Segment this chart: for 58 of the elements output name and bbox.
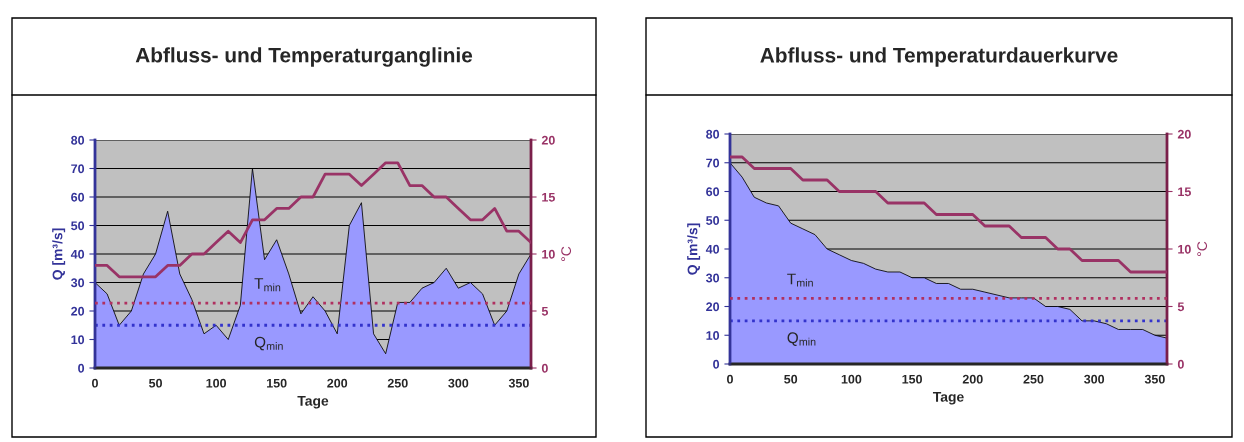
x-tick-label: 250 bbox=[387, 378, 408, 388]
y-tick-label: 0 bbox=[713, 359, 720, 369]
y2-tick-label: 15 bbox=[542, 192, 555, 202]
y2-tick-label: 0 bbox=[1177, 359, 1184, 369]
x-tick-label: 100 bbox=[206, 378, 227, 388]
y2-tick-label: 0 bbox=[541, 363, 548, 373]
x-tick-label: 350 bbox=[1144, 374, 1165, 384]
y-tick-label: 40 bbox=[705, 244, 720, 254]
x-tick-label: 150 bbox=[902, 374, 922, 384]
y-tick-label: 10 bbox=[706, 331, 720, 340]
x-tick-label: 350 bbox=[508, 378, 529, 388]
ref-line-label: T$_{min}$ bbox=[787, 273, 813, 287]
chart-title: Abfluss- und Temperaturganglinie bbox=[135, 47, 473, 67]
y2-tick-label: 10 bbox=[1178, 244, 1191, 254]
y-tick-label: 60 bbox=[71, 192, 85, 202]
y-axis-title: Q [m³/s] bbox=[52, 228, 66, 280]
x-tick-label: 300 bbox=[1084, 374, 1105, 384]
ref-line-label: Q$_{min}$ bbox=[787, 332, 816, 346]
x-tick-label: 150 bbox=[267, 378, 287, 388]
ref-line-label: T$_{min}$ bbox=[254, 278, 281, 292]
x-tick-label: 200 bbox=[327, 378, 348, 388]
y-tick-label: 10 bbox=[71, 335, 85, 345]
y2-axis-title: °C bbox=[1197, 241, 1208, 256]
x-tick-label: 50 bbox=[784, 374, 798, 384]
x-tick-label: 50 bbox=[148, 378, 162, 388]
y2-tick-label: 10 bbox=[542, 249, 555, 259]
ref-line-label: Q$_{min}$ bbox=[254, 336, 283, 351]
line-series bbox=[95, 161, 531, 279]
y-tick-label: 50 bbox=[706, 216, 720, 225]
y-tick-label: 50 bbox=[71, 221, 85, 231]
y-tick-label: 60 bbox=[706, 187, 720, 197]
y2-tick-label: 5 bbox=[541, 306, 549, 316]
x-axis-title: Tage bbox=[932, 392, 964, 405]
y-tick-label: 30 bbox=[70, 278, 85, 288]
x-tick-label: 100 bbox=[841, 374, 862, 384]
y-axis-title: Q [m³/s] bbox=[687, 223, 701, 275]
x-tick-label: 0 bbox=[92, 378, 98, 388]
x-tick-label: 0 bbox=[727, 374, 733, 384]
line-series bbox=[730, 155, 1167, 274]
y2-tick-label: 15 bbox=[1178, 187, 1191, 197]
x-tick-label: 250 bbox=[1023, 374, 1044, 384]
chart-title: Abfluss- und Temperaturdauerkurve bbox=[760, 47, 1118, 67]
x-axis-title: Tage bbox=[297, 396, 329, 409]
y-tick-label: 40 bbox=[70, 249, 85, 259]
y-tick-label: 20 bbox=[706, 302, 720, 312]
y-tick-label: 0 bbox=[78, 363, 85, 373]
y-tick-label: 20 bbox=[71, 306, 85, 316]
y-tick-label: 70 bbox=[706, 158, 720, 168]
y-tick-label: 30 bbox=[705, 273, 720, 283]
y2-tick-label: 5 bbox=[1177, 302, 1185, 312]
y2-axis-title: °C bbox=[561, 246, 572, 261]
x-tick-label: 200 bbox=[962, 374, 983, 384]
x-tick-label: 300 bbox=[448, 378, 469, 388]
y-tick-label: 80 bbox=[706, 129, 720, 139]
y-tick-label: 80 bbox=[71, 135, 85, 145]
y2-tick-label: 20 bbox=[1177, 129, 1191, 139]
y2-tick-label: 20 bbox=[541, 135, 555, 145]
y-tick-label: 70 bbox=[71, 164, 85, 174]
